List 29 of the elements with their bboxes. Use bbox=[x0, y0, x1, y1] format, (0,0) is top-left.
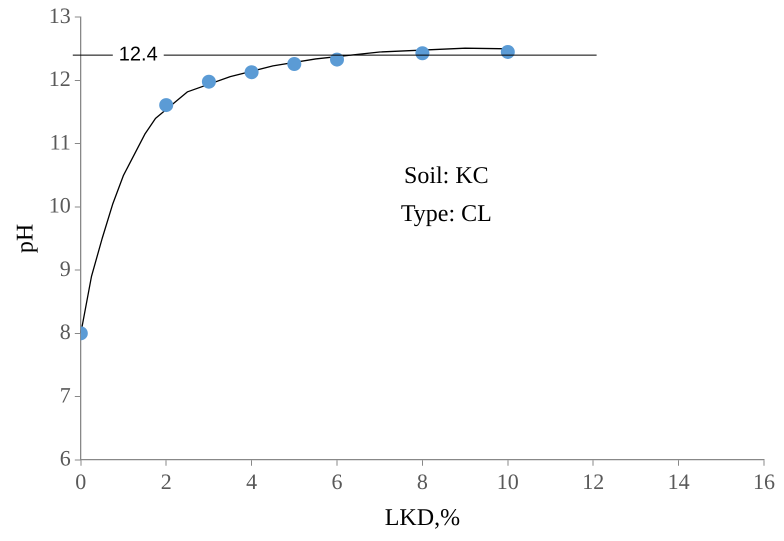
x-tick-label: 14 bbox=[668, 468, 690, 494]
y-axis-title: pH bbox=[12, 224, 39, 254]
x-tick-label: 2 bbox=[160, 468, 172, 494]
y-tick-label: 8 bbox=[60, 319, 71, 344]
x-tick-label: 12 bbox=[582, 468, 604, 494]
point bbox=[330, 52, 344, 67]
y-tick-label: 7 bbox=[60, 382, 71, 408]
point bbox=[159, 98, 174, 112]
point bbox=[244, 65, 259, 80]
x-axis-title: LKD,% bbox=[384, 504, 460, 531]
y-tick-label: 13 bbox=[48, 2, 71, 28]
point bbox=[415, 46, 430, 60]
x-tick-label: 16 bbox=[753, 468, 775, 494]
point bbox=[287, 56, 302, 71]
annotation: Soil: KC bbox=[404, 162, 489, 189]
point bbox=[202, 74, 216, 89]
x-tick-label: 6 bbox=[332, 468, 342, 494]
x-tick-label: 8 bbox=[416, 468, 428, 494]
x-tick-label: 0 bbox=[75, 468, 86, 494]
y-tick-label: 12 bbox=[48, 66, 71, 92]
y-tick-label: 11 bbox=[50, 129, 71, 154]
ref-line-label: 12.4 bbox=[118, 44, 158, 66]
annotation: Type: CL bbox=[400, 200, 492, 227]
x-tick-label: 4 bbox=[246, 468, 258, 494]
point bbox=[500, 44, 515, 59]
y-tick-label: 10 bbox=[48, 192, 71, 218]
y-tick-label: 9 bbox=[60, 256, 71, 281]
y-tick-label: 6 bbox=[60, 446, 71, 471]
x-tick-label: 10 bbox=[496, 468, 519, 494]
